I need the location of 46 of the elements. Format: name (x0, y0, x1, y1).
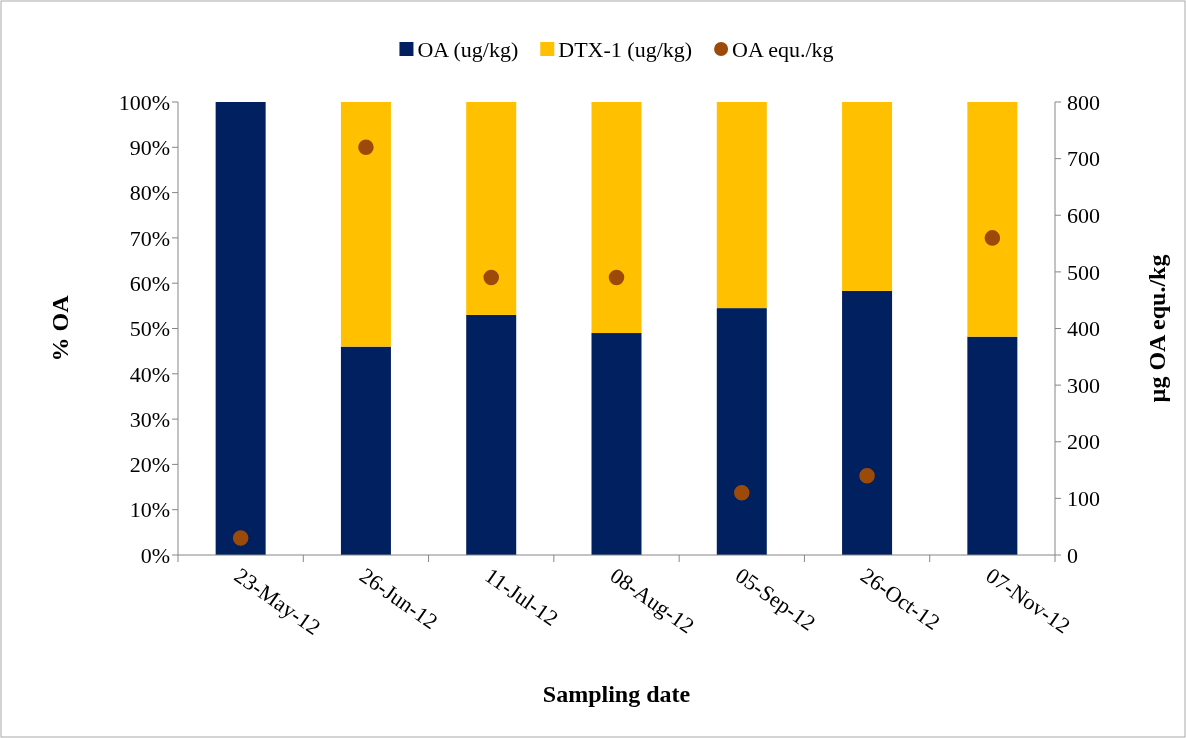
point (734, 484, 750, 501)
x-axis-title: Sampling date (542, 681, 691, 707)
point (984, 230, 1001, 246)
point (608, 269, 625, 286)
y-tick-label: 30% (129, 406, 170, 432)
point (859, 467, 875, 484)
y-axis-title: % OA (47, 294, 73, 362)
legend-label: DTX-1 (ug/kg) (558, 36, 693, 62)
legend-label: OA (ug/kg) (417, 36, 519, 62)
legend-label: OA equ./kg (732, 36, 834, 62)
bar (340, 102, 391, 347)
bar (716, 102, 767, 309)
bar (466, 314, 517, 555)
bar (215, 102, 266, 555)
bar (591, 102, 642, 334)
point (483, 269, 499, 286)
bar (716, 308, 767, 555)
y2-tick-label: 600 (1067, 202, 1100, 228)
bar (967, 102, 1018, 337)
y2-tick-label: 800 (1067, 89, 1100, 115)
bar (466, 102, 517, 315)
y2-tick-label: 100 (1067, 486, 1100, 512)
y2-tick-label: 700 (1067, 146, 1100, 172)
y-tick-label: 90% (129, 135, 170, 160)
y-tick-label: 80% (129, 180, 170, 206)
y-tick-label: 60% (129, 270, 170, 296)
point (232, 530, 249, 546)
bar (842, 102, 893, 291)
bar (591, 333, 642, 555)
y2-tick-label: 0 (1067, 542, 1078, 568)
bar (967, 336, 1018, 555)
bar (340, 346, 391, 555)
y-tick-label: 70% (129, 225, 170, 251)
y2-tick-label: 300 (1067, 372, 1100, 398)
y2-tick-label: 500 (1067, 259, 1100, 285)
y-tick-label: 20% (129, 452, 170, 478)
bar (842, 290, 893, 555)
y2-tick-label: 400 (1067, 316, 1100, 342)
y-tick-label: 0% (140, 542, 170, 568)
y-tick-label: 50% (129, 316, 170, 342)
y-tick-label: 10% (129, 497, 170, 523)
y-tick-label: 100% (118, 89, 170, 115)
y2-tick-label: 200 (1067, 429, 1100, 455)
y-tick-label: 40% (129, 361, 170, 387)
point (358, 139, 374, 156)
y2-axis-title: µg OA equ./kg (1144, 254, 1170, 403)
